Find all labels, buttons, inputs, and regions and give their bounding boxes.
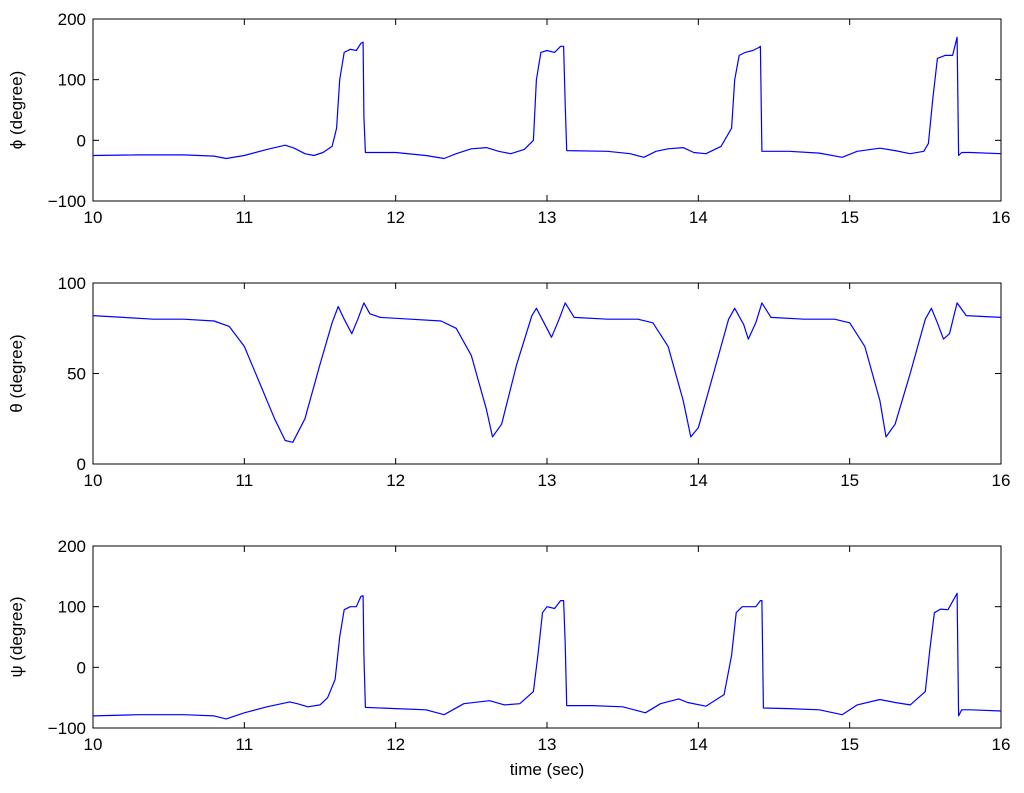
x-tick-label: 15 bbox=[840, 208, 859, 227]
y-tick-label: 0 bbox=[77, 658, 86, 677]
x-tick-label: 15 bbox=[840, 471, 859, 490]
x-tick-label: 16 bbox=[992, 471, 1011, 490]
y-tick-label: 0 bbox=[77, 131, 86, 150]
x-axis-label: time (sec) bbox=[510, 760, 585, 779]
x-tick-label: 13 bbox=[538, 735, 557, 754]
y-tick-label: −100 bbox=[48, 192, 86, 211]
x-tick-label: 11 bbox=[236, 735, 254, 754]
y-tick-label: 50 bbox=[67, 365, 86, 384]
axes-frame bbox=[92, 18, 1002, 202]
x-tick-label: 10 bbox=[84, 735, 103, 754]
subplot-psi: 10 11 12 13 14 15 16 −100 0 100 200 ψ (degree) time … bbox=[7, 537, 1010, 779]
x-tick-label: 12 bbox=[386, 208, 405, 227]
series-line bbox=[92, 302, 1002, 443]
x-tick-label: 13 bbox=[538, 208, 557, 227]
x-tick-label: 15 bbox=[840, 735, 859, 754]
y-tick-label: 100 bbox=[58, 274, 86, 293]
series-line bbox=[92, 592, 1002, 720]
y-axis-label: ϕ (degree) bbox=[7, 71, 26, 150]
x-tick-label: 10 bbox=[84, 471, 103, 490]
axes-frame bbox=[92, 282, 1002, 465]
y-tick-label: 200 bbox=[58, 10, 86, 29]
axes-frame bbox=[92, 545, 1002, 729]
x-tick-label: 16 bbox=[992, 208, 1011, 227]
x-tick-label: 12 bbox=[386, 471, 405, 490]
x-tick-label: 14 bbox=[689, 208, 708, 227]
x-tick-label: 10 bbox=[84, 208, 103, 227]
subplot-theta: 10 11 12 13 14 15 16 0 50 100 θ (degree) bbox=[7, 274, 1010, 490]
x-tick-label: 11 bbox=[236, 208, 254, 227]
y-tick-label: −100 bbox=[48, 719, 86, 738]
subplot-phi: 10 11 12 13 14 15 16 −100 0 100 200 ϕ (degree) bbox=[7, 10, 1010, 227]
y-tick-label: 100 bbox=[58, 71, 86, 90]
x-tick-label: 11 bbox=[236, 471, 254, 490]
y-tick-label: 100 bbox=[58, 598, 86, 617]
x-tick-label: 13 bbox=[538, 471, 557, 490]
y-axis-label: θ (degree) bbox=[7, 334, 26, 412]
x-tick-label: 14 bbox=[689, 735, 708, 754]
y-axis-label: ψ (degree) bbox=[7, 596, 26, 677]
y-tick-label: 200 bbox=[58, 537, 86, 556]
y-tick-label: 0 bbox=[77, 455, 86, 474]
x-tick-label: 16 bbox=[992, 735, 1011, 754]
x-tick-label: 12 bbox=[386, 735, 405, 754]
series-line bbox=[92, 36, 1002, 160]
x-tick-label: 14 bbox=[689, 471, 708, 490]
